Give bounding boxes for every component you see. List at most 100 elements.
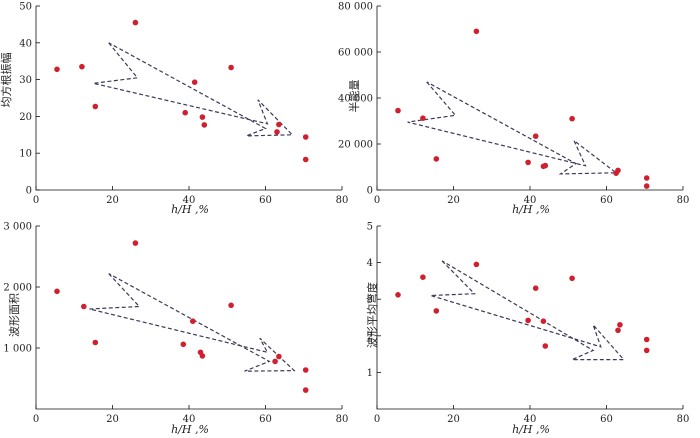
point-area-9	[272, 358, 278, 365]
point-energy-1	[420, 115, 426, 121]
y-tick-label-area-1: 2 000	[3, 283, 32, 294]
x-tick-label-energy-40: 40	[524, 195, 537, 206]
y-tick-label-area-2: 3 000	[3, 222, 32, 233]
x-tick-label-curvature-0: 0	[374, 414, 380, 425]
point-energy-0	[395, 107, 401, 114]
x-tick-label-amp-40: 40	[183, 195, 196, 206]
point-curvature-6	[540, 318, 547, 325]
point-curvature-9	[615, 327, 621, 334]
x-tick-label-curvature-60: 60	[600, 414, 613, 425]
x-tick-label-amp-20: 20	[106, 195, 119, 206]
point-area-5	[190, 318, 196, 325]
point-energy-5	[532, 133, 539, 139]
point-amp-11	[302, 134, 309, 140]
x-tick-label-amp-80: 80	[336, 195, 349, 206]
y-tick-label-area-0: 1 000	[3, 344, 32, 355]
point-area-0	[54, 288, 60, 295]
trend-arrow-amp	[93, 42, 294, 137]
panel-rms-amplitude: 均方根振幅 h/H ,% 0 20 40 60 80 0 10 20 30 40 50	[0, 2, 348, 217]
axes-curvature	[376, 226, 683, 410]
y-tick-label-energy-3: 60 000	[338, 48, 373, 59]
point-amp-1	[79, 63, 85, 70]
ylabel-waveform-curvature: 波形平均弯度	[365, 282, 379, 348]
panel-waveform-area: 波形面积 h/H ,% 0 20 40 60 80 1 000 2 000 3 000	[3, 222, 348, 437]
point-energy-8	[569, 115, 575, 122]
y-tick-label-amp-3: 30	[19, 75, 32, 86]
point-curvature-8	[569, 275, 575, 282]
x-tick-label-area-20: 20	[106, 414, 119, 425]
point-area-11	[302, 367, 309, 373]
trend-arrow-energy	[407, 81, 618, 175]
point-energy-12	[643, 183, 650, 189]
point-area-10	[276, 353, 282, 360]
y-tick-label-amp-5: 50	[19, 2, 32, 13]
x-tick-label-amp-0: 0	[33, 195, 39, 206]
point-energy-11	[643, 175, 650, 181]
point-curvature-7	[542, 343, 549, 349]
trend-arrow-curvature	[430, 260, 626, 361]
point-curvature-4	[525, 317, 531, 324]
point-area-12	[302, 387, 309, 393]
point-area-1	[81, 303, 87, 310]
y-tick-label-energy-1: 20 000	[338, 140, 373, 151]
y-tick-label-amp-1: 10	[19, 149, 32, 160]
ylabel-half-energy: 半能量	[347, 80, 361, 113]
point-energy-3	[473, 28, 480, 35]
point-energy-10	[615, 167, 621, 174]
point-curvature-3	[473, 261, 480, 268]
axes-amp	[35, 6, 342, 191]
ylabel-rms-amplitude: 均方根振幅	[0, 53, 13, 108]
point-area-4	[180, 341, 187, 348]
point-amp-0	[54, 66, 60, 73]
y-tick-label-energy-2: 40 000	[338, 94, 373, 105]
y-tick-label-energy-4: 80 000	[338, 2, 373, 13]
point-amp-2	[92, 103, 99, 110]
ylabel-waveform-area: 波形面积	[8, 293, 21, 337]
y-tick-label-amp-4: 40	[19, 38, 32, 49]
point-curvature-10	[617, 322, 623, 328]
point-curvature-2	[433, 308, 440, 314]
point-area-3	[132, 240, 139, 246]
x-tick-label-area-40: 40	[183, 414, 196, 425]
x-tick-label-energy-60: 60	[600, 195, 613, 206]
y-tick-label-amp-2: 20	[19, 112, 32, 123]
y-tick-label-energy-0: 0	[367, 186, 373, 197]
x-tick-label-area-0: 0	[33, 414, 39, 425]
x-tick-label-curvature-80: 80	[677, 414, 690, 425]
point-energy-2	[433, 156, 440, 162]
point-area-8	[228, 302, 234, 309]
point-amp-12	[302, 156, 309, 163]
xlabel-waveform-curvature: h/H ,%	[512, 423, 550, 436]
point-area-2	[92, 339, 99, 346]
y-tick-label-amp-0: 0	[26, 186, 32, 197]
point-area-7	[199, 353, 206, 359]
panel-waveform-curvature: 波形平均弯度 h/H ,% 0 20 40 60 80 1 2 3 4 5	[365, 222, 689, 437]
x-tick-label-area-60: 60	[259, 414, 272, 425]
panel-half-energy: 半能量 h/H ,% 0 20 40 60 80 0 20 000 40 000 60 000 8…	[338, 2, 689, 217]
point-energy-4	[525, 159, 531, 166]
point-curvature-0	[395, 292, 401, 298]
point-amp-8	[228, 64, 234, 71]
point-curvature-1	[420, 274, 426, 281]
point-curvature-11	[643, 336, 650, 343]
x-tick-label-energy-0: 0	[374, 195, 380, 206]
x-tick-label-area-80: 80	[336, 414, 349, 425]
point-curvature-5	[532, 285, 539, 292]
point-curvature-12	[643, 347, 650, 354]
y-tick-label-curvature-1: 2	[367, 331, 373, 342]
x-tick-label-curvature-40: 40	[524, 414, 537, 425]
xlabel-waveform-area: h/H ,%	[171, 423, 209, 436]
x-tick-label-curvature-20: 20	[447, 414, 460, 425]
point-amp-3	[132, 19, 139, 26]
x-tick-label-amp-60: 60	[259, 195, 272, 206]
point-amp-5	[191, 79, 198, 85]
xlabel-half-energy: h/H ,%	[512, 203, 550, 216]
point-amp-7	[201, 122, 208, 128]
xlabel-rms-amplitude: h/H ,%	[171, 203, 209, 216]
point-amp-9	[274, 129, 280, 135]
x-tick-label-energy-20: 20	[447, 195, 460, 206]
y-tick-label-curvature-2: 3	[367, 295, 373, 306]
y-tick-label-curvature-3: 4	[367, 258, 373, 269]
point-amp-6	[199, 114, 206, 120]
